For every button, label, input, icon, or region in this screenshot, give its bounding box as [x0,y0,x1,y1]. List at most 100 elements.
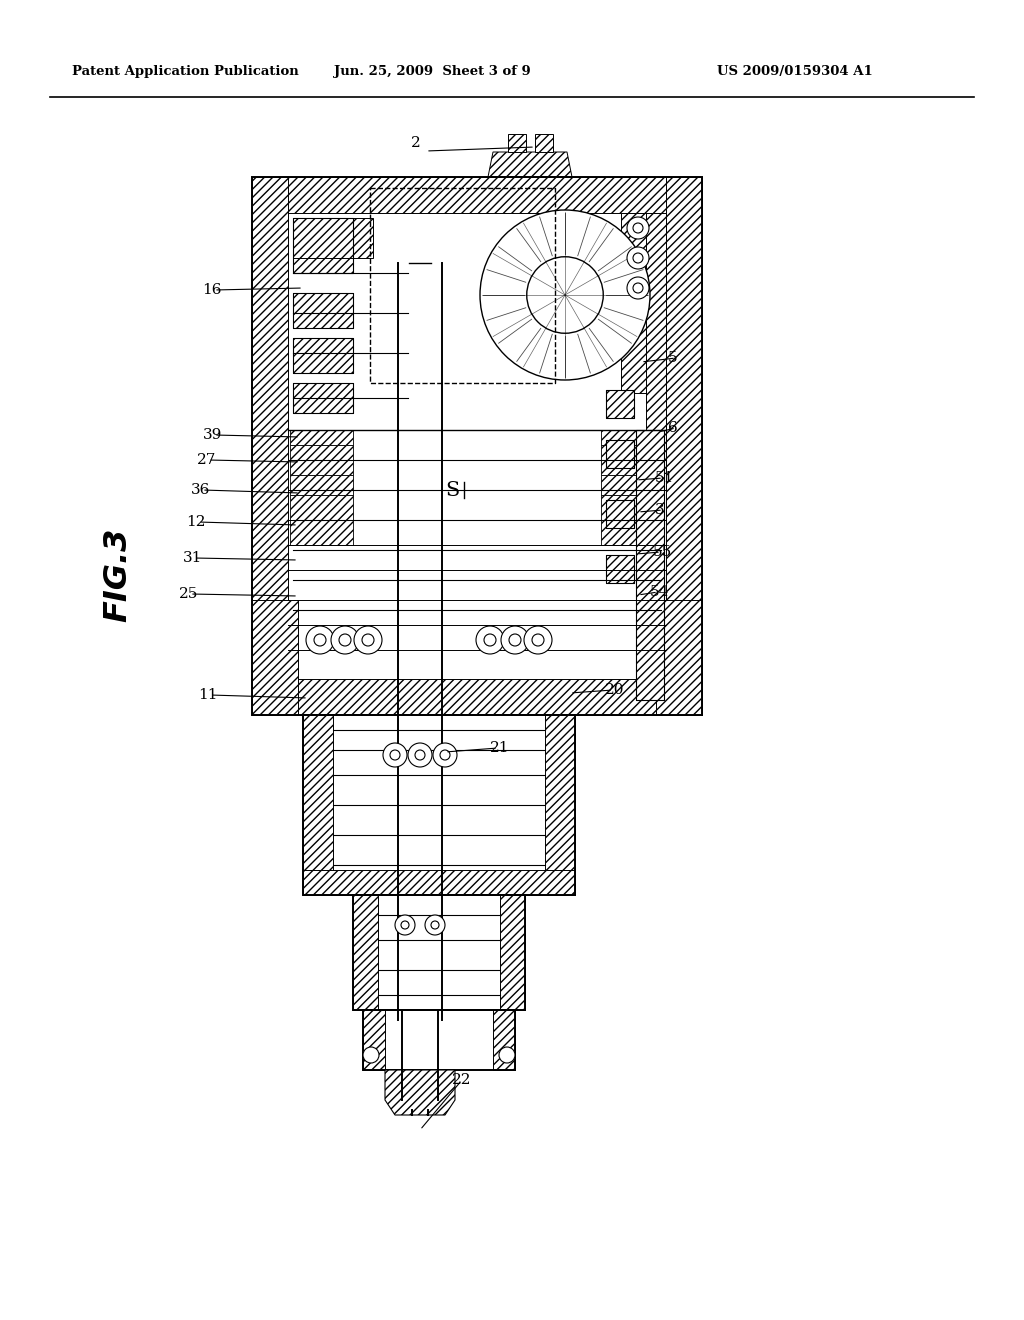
Circle shape [532,634,544,645]
Circle shape [431,921,439,929]
Circle shape [633,282,643,293]
Bar [606,554,634,583]
Circle shape [339,634,351,645]
Circle shape [627,247,649,269]
Bar [353,895,378,1010]
Bar [353,895,525,1010]
Circle shape [401,921,409,929]
Text: 31: 31 [182,550,202,565]
Bar [252,177,702,715]
Text: 25: 25 [178,587,198,601]
Text: 12: 12 [186,515,206,529]
Bar [370,187,555,383]
Bar [293,383,353,413]
Bar [606,440,634,469]
Bar [293,293,353,327]
Circle shape [633,253,643,263]
Circle shape [476,626,504,653]
Text: 11: 11 [199,688,218,702]
Circle shape [433,743,457,767]
Bar [493,1010,515,1071]
Bar [290,520,353,545]
Bar [636,430,664,700]
Polygon shape [385,1071,455,1115]
Bar [656,601,702,715]
Bar [500,895,525,1010]
Bar [535,135,553,152]
Text: 39: 39 [203,428,222,442]
Bar [290,475,353,495]
Bar [601,459,664,475]
Circle shape [390,750,400,760]
Bar [606,554,634,583]
Bar [293,218,353,273]
Circle shape [354,626,382,653]
Circle shape [509,634,521,645]
Bar [606,389,634,418]
Bar [606,500,634,528]
Bar [290,495,353,520]
Bar [601,520,664,545]
Bar [362,1010,515,1071]
Bar [303,715,333,870]
Bar [621,213,666,313]
Circle shape [524,626,552,653]
Bar [606,389,634,418]
Bar [303,870,575,895]
Text: S: S [444,480,459,499]
Text: 27: 27 [197,453,216,467]
Bar [606,440,634,469]
Text: 3: 3 [655,503,665,517]
Bar [545,715,575,870]
Circle shape [314,634,326,645]
Circle shape [306,626,334,653]
Text: Jun. 25, 2009  Sheet 3 of 9: Jun. 25, 2009 Sheet 3 of 9 [334,66,530,78]
Text: 5: 5 [668,351,678,366]
Bar [290,445,353,459]
Circle shape [627,216,649,239]
Circle shape [627,277,649,300]
Circle shape [633,223,643,234]
Circle shape [395,915,415,935]
Circle shape [484,634,496,645]
Text: 20: 20 [605,682,625,697]
Bar [601,475,664,495]
Bar [601,445,664,459]
Circle shape [408,743,432,767]
Circle shape [425,915,445,935]
Circle shape [480,210,650,380]
Bar [293,293,353,327]
Bar [621,313,666,393]
Text: 36: 36 [190,483,210,498]
Bar [601,430,664,445]
Text: 6: 6 [668,421,678,436]
Circle shape [383,743,407,767]
Circle shape [362,634,374,645]
Text: 55: 55 [653,545,672,558]
Text: 51: 51 [655,471,675,484]
Bar [606,500,634,528]
Text: 2: 2 [411,136,421,150]
Text: 16: 16 [203,282,222,297]
Bar [252,678,702,715]
Bar [252,177,702,213]
Bar [288,213,666,678]
Bar [293,338,353,374]
Bar [293,338,353,374]
Text: FIG.3: FIG.3 [102,528,133,622]
Text: Patent Application Publication: Patent Application Publication [72,66,299,78]
Circle shape [526,257,603,333]
Circle shape [499,1047,515,1063]
Circle shape [501,626,529,653]
Bar [666,177,702,715]
Circle shape [440,750,450,760]
Bar [362,1010,385,1071]
Text: 54: 54 [650,585,670,599]
Bar [508,135,526,152]
Text: 22: 22 [453,1073,472,1086]
Bar [636,430,664,700]
Bar [290,459,353,475]
Text: 21: 21 [490,741,510,755]
Bar [252,177,288,715]
Bar [646,213,666,473]
